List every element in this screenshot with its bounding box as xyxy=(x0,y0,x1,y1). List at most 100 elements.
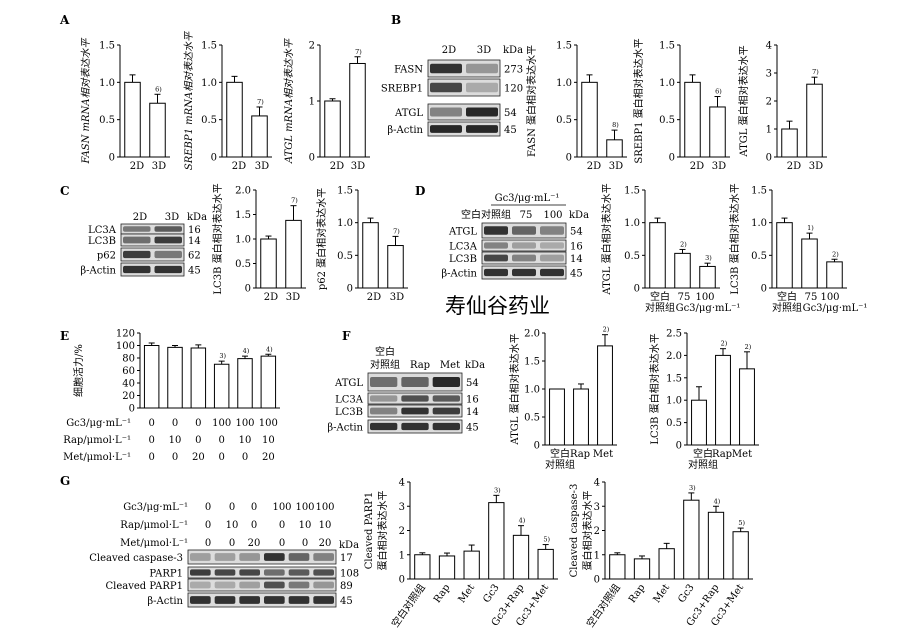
blot-g-1-band xyxy=(313,553,334,561)
chart-a3-significance-label: 7) xyxy=(355,48,362,56)
chart-g1-significance-label: 5) xyxy=(543,536,550,544)
chart-b2-y-tick-label: 0.5 xyxy=(659,115,675,126)
blot-g-treatment-label: Rap/μmol·L⁻¹ xyxy=(120,520,188,531)
chart-g1-y-tick-label: 1 xyxy=(399,550,405,561)
blot-g-4-band xyxy=(288,596,310,604)
panel-letter-c: C xyxy=(60,184,70,198)
blot-b-col-3d: 3D xyxy=(477,45,491,56)
chart-e-significance-label: 3) xyxy=(219,352,226,360)
panel-e-treatment-value: 0 xyxy=(242,452,248,463)
panel-e-treatment-value: 0 xyxy=(218,435,224,446)
chart-g1-y-axis-label-line2: 蛋白相对表达水平 xyxy=(376,491,389,571)
chart-f1-category-label: Rap xyxy=(570,449,590,460)
chart-e-significance-label: 4) xyxy=(243,347,250,355)
blot-f-kda-value: 16 xyxy=(466,395,479,406)
chart-f1-bar xyxy=(573,388,589,446)
blot-b-row-label: SREBP1 xyxy=(381,84,423,95)
chart-g1-category-label: Gc3 xyxy=(481,582,501,605)
chart-b3-y-tick-label: 4 xyxy=(766,41,772,52)
chart-d2-y-tick-label: 1.5 xyxy=(751,186,767,197)
chart-f2-significance-label: 2) xyxy=(721,340,728,348)
chart-f2-y-tick-label: 0.5 xyxy=(666,418,682,429)
chart-b1-category-label: 2D xyxy=(587,161,601,172)
blot-g-treatment-value: 0 xyxy=(279,538,285,549)
blot-c-2-band xyxy=(154,236,182,244)
blot-d-row-label: ATGL xyxy=(448,227,477,238)
blot-g-treatment-label: Gc3/μg·mL⁻¹ xyxy=(123,502,188,513)
chart-e-y-tick-label: 80 xyxy=(122,354,135,365)
blot-g-4-band xyxy=(239,596,260,604)
chart-a3-category-label: 3D xyxy=(351,161,365,172)
blot-g-treatment-value: 0 xyxy=(205,520,211,531)
chart-f2-bar xyxy=(715,354,731,446)
blot-f-col-met: Met xyxy=(440,360,460,371)
chart-f2-bar xyxy=(739,368,755,446)
chart-d2-category-label: 100 xyxy=(820,292,839,303)
chart-c2-category-label: 2D xyxy=(367,292,381,303)
chart-b1-y-tick-label: 0 xyxy=(566,153,572,164)
chart-b1-category-label: 3D xyxy=(609,161,623,172)
chart-c2-y-axis-label: p62 蛋白相对表达水平 xyxy=(315,188,328,290)
chart-f1-y-tick-label: 2.0 xyxy=(524,329,540,340)
blot-d-4-band xyxy=(512,268,536,277)
chart-f1-y-tick-label: 0 xyxy=(534,441,540,452)
chart-b3-significance-label: 7) xyxy=(812,68,819,76)
chart-f1-significance-label: 2) xyxy=(603,326,610,334)
chart-f1-y-tick-label: 0.5 xyxy=(524,413,540,424)
blot-g-1-band xyxy=(214,553,236,561)
chart-c1-y-axis-label: LC3B 蛋白相对表达水平 xyxy=(211,183,224,294)
chart-d1-category-label-line2: 对照组 xyxy=(645,301,675,314)
chart-e-significance-label: 4) xyxy=(266,345,273,353)
blot-d-kda-value: 14 xyxy=(570,254,583,265)
chart-d1-bar xyxy=(674,252,691,289)
blot-g-2-band xyxy=(313,569,334,576)
blot-d-kda-header: kDa xyxy=(569,210,589,221)
chart-a2-category-label: 2D xyxy=(232,161,246,172)
blot-f-4-band xyxy=(401,422,429,431)
panel-letter-a: A xyxy=(59,13,70,27)
chart-g2-significance-label: 5) xyxy=(738,519,745,527)
blot-b-4-band xyxy=(466,125,498,133)
blot-d-row-label: LC3A xyxy=(449,242,478,253)
chart-f1-y-axis-label: ATGL 蛋白相对表达水平 xyxy=(508,333,521,445)
chart-b3-y-tick-label: 2 xyxy=(766,97,772,108)
chart-a1-y-tick-label: 0.5 xyxy=(99,115,115,126)
chart-f2-category-label: 空白 xyxy=(693,447,713,460)
blot-d-row-label: β-Actin xyxy=(441,269,477,280)
blot-d-3-band xyxy=(540,254,564,262)
chart-c2-y-tick-label: 1.0 xyxy=(337,218,353,229)
blot-c-kda-value: 16 xyxy=(188,225,201,236)
chart-g2-y-tick-label: 0 xyxy=(594,575,600,586)
blot-d-2-band xyxy=(540,242,564,249)
chart-b3-category-label: 2D xyxy=(787,161,801,172)
blot-b-kda-value: 120 xyxy=(504,84,523,95)
chart-e-y-tick-label: 40 xyxy=(122,379,135,390)
blot-g-treatment-value: 100 xyxy=(295,502,314,513)
chart-e-y-tick-label: 100 xyxy=(116,341,135,352)
panel-e-treatment-value: 0 xyxy=(195,418,201,429)
chart-d1-y-tick-label: 1.5 xyxy=(624,186,640,197)
chart-g2-y-axis-label: Cleaved caspase-3 xyxy=(569,484,580,578)
chart-a3-bar xyxy=(349,62,366,158)
chart-g2-bar xyxy=(609,554,626,580)
chart-g1-y-tick-label: 2 xyxy=(399,526,405,537)
panel-e-treatment-label: Rap/μmol·L⁻¹ xyxy=(63,435,131,446)
chart-b1-y-tick-label: 1.0 xyxy=(556,78,572,89)
chart-a1-y-tick-label: 1.5 xyxy=(99,41,115,52)
blot-f-row-label: LC3A xyxy=(335,395,364,406)
blot-d-3-band xyxy=(484,254,508,262)
chart-f2-bar xyxy=(691,399,707,446)
blot-c-col-3d: 3D xyxy=(165,212,179,223)
blot-c-row-label: LC3B xyxy=(88,236,116,247)
chart-g1-bar xyxy=(537,548,554,580)
panel-e-treatment-value: 0 xyxy=(195,435,201,446)
panel-e-treatment-label: Gc3/μg·mL⁻¹ xyxy=(66,418,131,429)
chart-e-bar xyxy=(167,346,183,409)
blot-f-col-rap: Rap xyxy=(410,360,430,371)
blot-b-1-band xyxy=(466,63,498,74)
blot-g-3-band xyxy=(190,581,211,589)
panel-e-treatment-value: 0 xyxy=(148,452,154,463)
blot-f-3-band xyxy=(432,407,460,415)
blot-c-kda-value: 62 xyxy=(188,251,201,262)
blot-g-kda-value: 17 xyxy=(340,553,353,564)
